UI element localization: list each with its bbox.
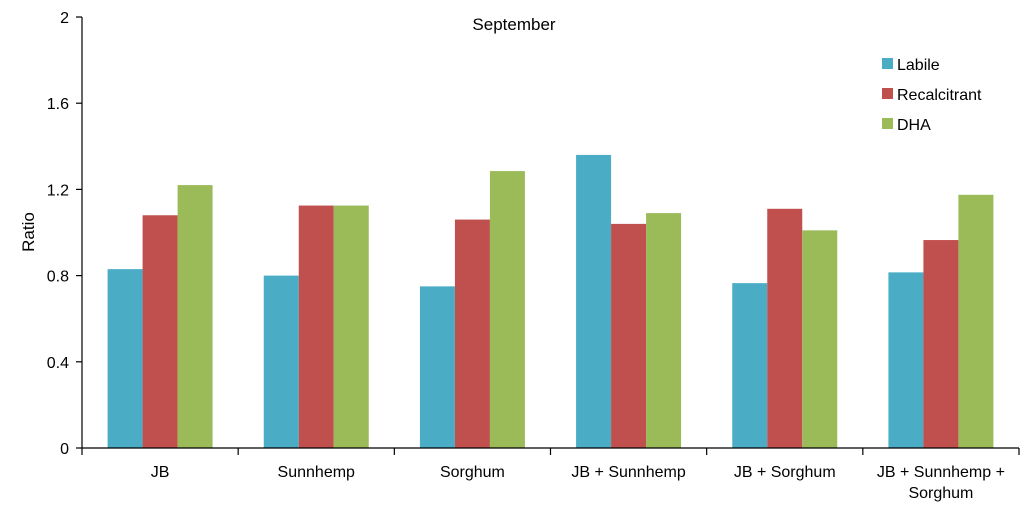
bar-recalcitrant-5 [767, 208, 803, 448]
x-tick-label: Sorghum [440, 464, 505, 481]
y-tick-label: 2 [60, 10, 69, 27]
y-tick-label: 0.4 [47, 355, 69, 372]
bar-dha-6 [958, 194, 994, 448]
legend-swatch-recalcitrant [882, 88, 893, 99]
bar-dha-2 [333, 205, 369, 448]
y-tick-label: 1.6 [47, 96, 69, 113]
bar-labile-3 [419, 286, 455, 448]
bar-recalcitrant-4 [611, 223, 647, 448]
bar-dha-3 [489, 171, 525, 448]
bar-dha-1 [177, 185, 213, 448]
legend: Labile Recalcitrant DHA [882, 57, 982, 134]
bar-recalcitrant-2 [298, 205, 334, 448]
x-tick-label: JB [151, 464, 170, 481]
x-tick-label: JB + Sorghum [734, 464, 836, 481]
bars-layer [107, 154, 994, 449]
legend-label-dha: DHA [897, 117, 931, 134]
legend-swatch-dha [882, 118, 893, 129]
y-tick-label: 0 [60, 441, 69, 458]
bar-dha-5 [802, 230, 838, 448]
y-tick-label: 1.2 [47, 182, 69, 199]
bar-labile-2 [263, 275, 299, 448]
bar-labile-5 [732, 283, 768, 448]
y-axis-ticks: 0 0.4 0.8 1.2 1.6 2 [47, 10, 82, 458]
y-tick-label: 0.8 [47, 269, 69, 286]
bar-labile-6 [888, 272, 924, 448]
x-tick-label: Sunnhemp [278, 464, 355, 481]
x-tick-label: JB + Sunnhemp [571, 464, 685, 481]
bar-recalcitrant-1 [142, 215, 178, 448]
bar-recalcitrant-6 [923, 240, 959, 448]
chart-title: September [472, 15, 555, 34]
legend-swatch-labile [882, 58, 893, 69]
legend-label-recalcitrant: Recalcitrant [897, 87, 982, 104]
bar-recalcitrant-3 [454, 219, 490, 448]
legend-label-labile: Labile [897, 57, 940, 74]
x-tick-label: JB + Sunnhemp + [877, 464, 1005, 481]
bar-labile-4 [576, 154, 612, 449]
bar-dha-4 [646, 213, 682, 448]
y-axis-title: Ratio [19, 212, 38, 252]
x-tick-label: Sorghum [908, 485, 973, 502]
bar-labile-1 [107, 269, 143, 448]
x-axis-ticks: JB Sunnhemp Sorghum JB + Sunnhemp JB + Sorgh… [81, 448, 1020, 502]
